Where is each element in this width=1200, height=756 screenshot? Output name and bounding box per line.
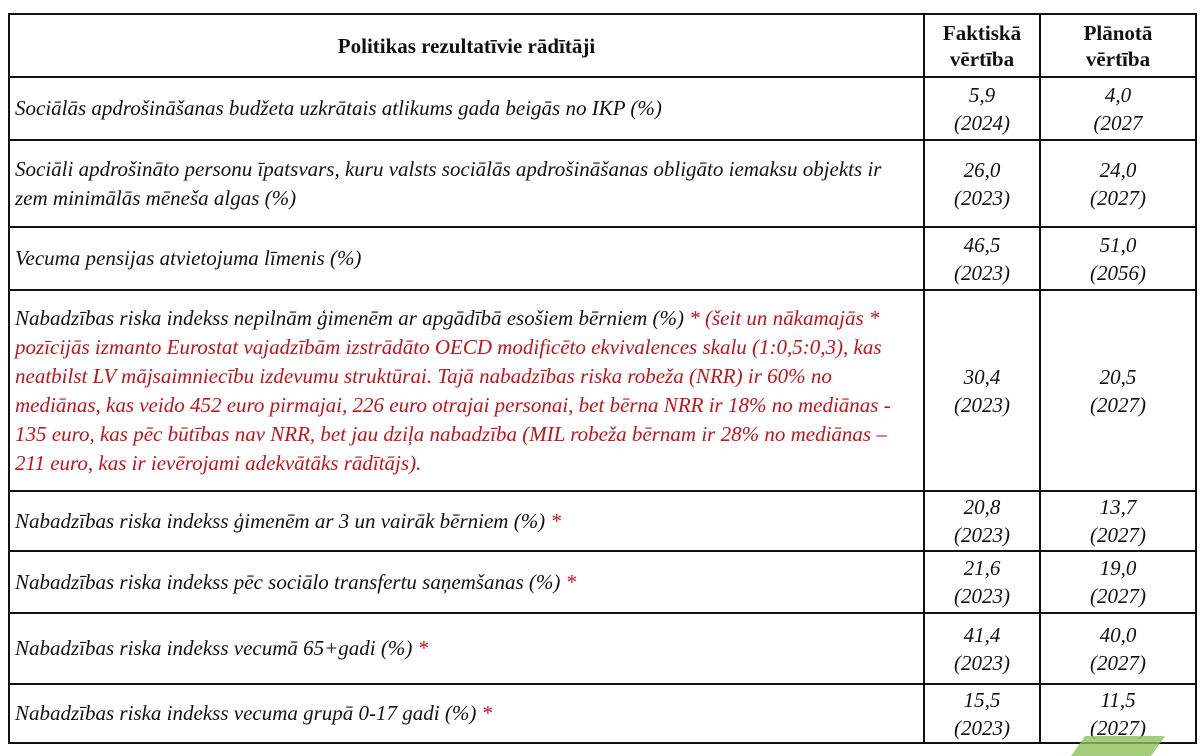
- indicator-text: Nabadzības riska indekss nepilnām ģimenē…: [15, 305, 685, 330]
- planned-value-cell: 19,0 (2027): [1039, 550, 1197, 614]
- asterisk-mark: *: [565, 569, 577, 594]
- table-row: Nabadzības riska indekss pēc sociālo tra…: [8, 550, 1197, 614]
- table-row: Nabadzības riska indekss vecuma grupā 0-…: [8, 683, 1197, 744]
- planned-year: (2027): [1090, 715, 1146, 740]
- actual-year: (2023): [954, 185, 1010, 210]
- indicator-text: Sociālās apdrošināšanas budžeta uzkrātai…: [15, 96, 662, 120]
- actual-value-cell: 46,5 (2023): [923, 226, 1041, 291]
- actual-value-cell: 21,6 (2023): [923, 550, 1041, 614]
- planned-year: (2027: [1093, 110, 1143, 135]
- planned-value: 13,7: [1099, 495, 1137, 519]
- indicator-text: Nabadzības riska indekss vecumā 65+gadi …: [15, 636, 413, 660]
- header-actual-line2: vērtība: [949, 46, 1015, 71]
- planned-value-cell: 11,5 (2027): [1039, 683, 1197, 744]
- indicator-text: Vecuma pensijas atvietojuma līmenis (%): [15, 246, 362, 270]
- planned-year: (2027): [1090, 185, 1146, 210]
- planned-year: (2027): [1090, 650, 1146, 675]
- planned-year: (2027): [1090, 392, 1146, 417]
- actual-value: 41,4: [963, 622, 1001, 647]
- indicator-cell: Nabadzības riska indekss vecuma grupā 0-…: [8, 683, 925, 744]
- actual-value: 5,9: [968, 82, 996, 107]
- table-row: Nabadzības riska indekss vecumā 65+gadi …: [8, 612, 1197, 685]
- actual-year: (2023): [954, 392, 1010, 417]
- planned-value: 19,0: [1099, 556, 1137, 580]
- watermark-stamp: [1070, 736, 1166, 756]
- actual-value: 30,4: [963, 364, 1001, 389]
- planned-value-cell: 24,0 (2027): [1039, 139, 1197, 228]
- indicator-note: (šeit un nākamajās * pozīcijās izmanto E…: [15, 305, 891, 475]
- table-row: Sociāli apdrošināto personu īpatsvars, k…: [8, 139, 1197, 228]
- actual-value-cell: 30,4 (2023): [923, 289, 1041, 492]
- header-actual: Faktiskā vērtība: [923, 13, 1041, 78]
- planned-value: 40,0: [1099, 622, 1137, 647]
- table-row: Sociālās apdrošināšanas budžeta uzkrātai…: [8, 76, 1197, 141]
- actual-value-cell: 15,5 (2023): [923, 683, 1041, 744]
- header-indicator: Politikas rezultatīvie rādītāji: [8, 13, 925, 78]
- indicator-cell: Vecuma pensijas atvietojuma līmenis (%): [8, 226, 925, 291]
- header-planned-line2: vērtība: [1085, 46, 1151, 71]
- indicator-cell: Nabadzības riska indekss vecumā 65+gadi …: [8, 612, 925, 685]
- header-planned: Plānotā vērtība: [1039, 13, 1197, 78]
- actual-value: 26,0: [963, 157, 1001, 182]
- actual-year: (2023): [954, 260, 1010, 285]
- planned-value-cell: 40,0 (2027): [1039, 612, 1197, 685]
- actual-year: (2023): [954, 523, 1010, 547]
- actual-year: (2024): [954, 110, 1010, 135]
- indicator-cell: Nabadzības riska indekss pēc sociālo tra…: [8, 550, 925, 614]
- indicator-text: Nabadzības riska indekss vecuma grupā 0-…: [15, 701, 477, 725]
- actual-value-cell: 41,4 (2023): [923, 612, 1041, 685]
- planned-year: (2056): [1090, 260, 1146, 285]
- indicator-text: Sociāli apdrošināto personu īpatsvars, k…: [15, 156, 882, 210]
- indicator-cell: Nabadzības riska indekss nepilnām ģimenē…: [8, 289, 925, 492]
- actual-year: (2023): [954, 650, 1010, 675]
- header-planned-line1: Plānotā: [1083, 20, 1153, 45]
- header-row: Politikas rezultatīvie rādītāji Faktiskā…: [8, 13, 1197, 78]
- planned-value: 4,0: [1104, 82, 1132, 107]
- planned-value-cell: 20,5 (2027): [1039, 289, 1197, 492]
- policy-indicators-table: Politikas rezultatīvie rādītāji Faktiskā…: [8, 13, 1197, 744]
- actual-value: 46,5: [963, 232, 1001, 257]
- actual-value: 20,8: [963, 495, 1001, 519]
- indicator-cell: Sociālās apdrošināšanas budžeta uzkrātai…: [8, 76, 925, 141]
- indicator-cell: Sociāli apdrošināto personu īpatsvars, k…: [8, 139, 925, 228]
- table-row: Vecuma pensijas atvietojuma līmenis (%) 4…: [8, 226, 1197, 291]
- planned-value-cell: 4,0 (2027: [1039, 76, 1197, 141]
- table-row: Nabadzības riska indekss nepilnām ģimenē…: [8, 289, 1197, 492]
- asterisk-mark: *: [689, 305, 700, 330]
- planned-value: 51,0: [1099, 232, 1137, 257]
- planned-value: 24,0: [1099, 157, 1137, 182]
- indicator-text: Nabadzības riska indekss pēc sociālo tra…: [15, 569, 561, 594]
- actual-value: 21,6: [963, 556, 1001, 580]
- planned-year: (2027): [1090, 584, 1146, 608]
- planned-year: (2027): [1090, 523, 1146, 547]
- actual-year: (2023): [954, 715, 1010, 740]
- actual-value-cell: 5,9 (2024): [923, 76, 1041, 141]
- header-actual-line1: Faktiskā: [942, 20, 1022, 45]
- asterisk-mark: *: [550, 508, 561, 533]
- indicator-cell: Nabadzības riska indekss ģimenēm ar 3 un…: [8, 490, 925, 552]
- indicator-text: Nabadzības riska indekss ģimenēm ar 3 un…: [15, 508, 546, 533]
- actual-year: (2023): [954, 584, 1010, 608]
- asterisk-mark: *: [417, 636, 429, 660]
- asterisk-mark: *: [481, 701, 493, 725]
- actual-value: 15,5: [963, 687, 1001, 712]
- planned-value-cell: 51,0 (2056): [1039, 226, 1197, 291]
- planned-value-cell: 13,7 (2027): [1039, 490, 1197, 552]
- planned-value: 20,5: [1099, 364, 1137, 389]
- actual-value-cell: 20,8 (2023): [923, 490, 1041, 552]
- planned-value: 11,5: [1100, 687, 1136, 712]
- actual-value-cell: 26,0 (2023): [923, 139, 1041, 228]
- table-row: Nabadzības riska indekss ģimenēm ar 3 un…: [8, 490, 1197, 552]
